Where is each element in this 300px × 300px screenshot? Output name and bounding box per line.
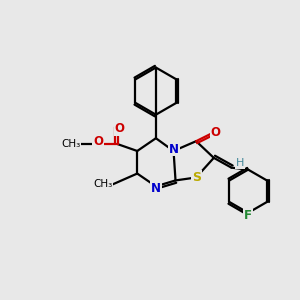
- Text: O: O: [115, 122, 124, 135]
- Text: H: H: [236, 158, 244, 168]
- Text: CH₃: CH₃: [61, 139, 80, 149]
- Text: N: N: [151, 182, 161, 195]
- Text: O: O: [93, 135, 103, 148]
- Text: S: S: [192, 171, 201, 184]
- Text: CH₃: CH₃: [93, 179, 112, 189]
- Text: F: F: [244, 209, 252, 222]
- Text: N: N: [169, 142, 178, 155]
- Text: O: O: [211, 126, 221, 139]
